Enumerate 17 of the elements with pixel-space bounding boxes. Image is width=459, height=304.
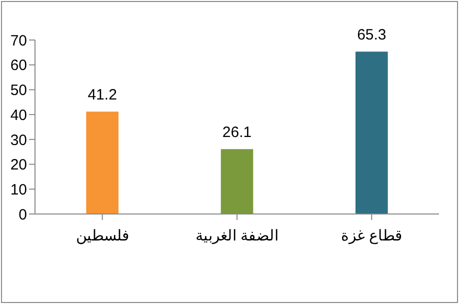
- x-tick-label: قطاع غزة: [341, 228, 402, 245]
- y-tick-label: 10: [10, 181, 27, 198]
- x-tick-label: فلسطين: [76, 228, 129, 245]
- data-label: 41.2: [88, 86, 117, 104]
- y-tick-label: 0: [18, 206, 27, 224]
- y-tick-label: 50: [10, 82, 27, 100]
- y-tick-label: 40: [10, 106, 27, 124]
- y-tick-label: 60: [10, 57, 27, 74]
- data-label: 65.3: [357, 26, 386, 44]
- x-tick-label: الضفة الغربية: [195, 228, 279, 245]
- y-tick-label: 70: [10, 32, 27, 50]
- bar: [356, 52, 388, 214]
- y-tick-label: 20: [10, 156, 27, 174]
- bar: [220, 149, 254, 214]
- data-label: 26.1: [222, 124, 252, 142]
- y-tick-label: 30: [10, 132, 27, 149]
- bar: [86, 112, 118, 214]
